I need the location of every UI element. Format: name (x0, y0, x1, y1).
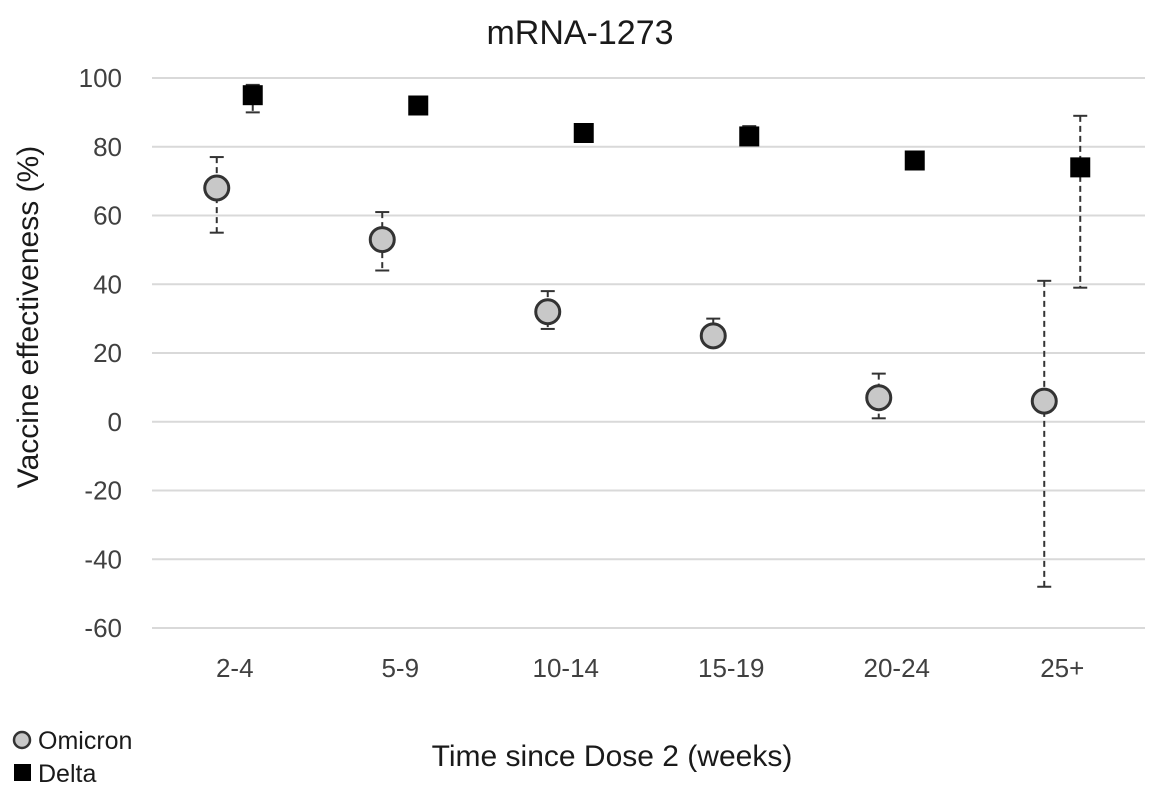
y-tick-label: 60 (93, 201, 122, 231)
x-axis-label: Time since Dose 2 (weeks) (432, 740, 793, 773)
point-omicron (368, 226, 396, 254)
point-omicron (534, 298, 562, 326)
gridlines (152, 77, 1145, 629)
x-tick-label: 20-24 (864, 653, 931, 683)
x-tick-label: 10-14 (533, 653, 600, 683)
legend-omicron-label: Omicron (38, 727, 132, 755)
legend-omicron-marker (12, 730, 32, 750)
y-axis-label: Vaccine effectiveness (%) (12, 146, 45, 488)
y-tick-label: 40 (93, 269, 122, 299)
legend: Omicron Delta (12, 727, 132, 787)
y-tick-label: 100 (79, 63, 122, 93)
x-tick-label: 2-4 (216, 653, 254, 683)
y-tick-labels: 100 80 60 40 20 0 -20 -40 -60 (79, 63, 122, 643)
x-tick-label: 15-19 (698, 653, 765, 683)
x-tick-label: 5-9 (381, 653, 419, 683)
legend-delta-marker (14, 764, 31, 781)
point-delta (739, 126, 760, 147)
y-tick-label: -20 (84, 476, 122, 506)
point-omicron (699, 322, 727, 350)
x-tick-label: 25+ (1040, 653, 1084, 683)
y-tick-label: 80 (93, 132, 122, 162)
point-delta (1070, 157, 1091, 178)
error-bars (209, 83, 1088, 588)
y-tick-label: 20 (93, 338, 122, 368)
y-tick-label: 0 (108, 407, 122, 437)
legend-delta-label: Delta (38, 760, 96, 787)
chart-title: mRNA-1273 (486, 14, 673, 52)
point-delta (904, 150, 925, 171)
point-omicron (865, 384, 893, 412)
x-tick-labels: 2-4 5-9 10-14 15-19 20-24 25+ (216, 653, 1084, 683)
y-tick-label: -60 (84, 613, 122, 643)
point-omicron (1030, 387, 1058, 415)
point-delta (242, 85, 263, 106)
point-omicron (203, 174, 231, 202)
data-points (203, 85, 1091, 415)
y-tick-label: -40 (84, 544, 122, 574)
point-delta (573, 123, 594, 143)
point-delta (408, 95, 429, 116)
